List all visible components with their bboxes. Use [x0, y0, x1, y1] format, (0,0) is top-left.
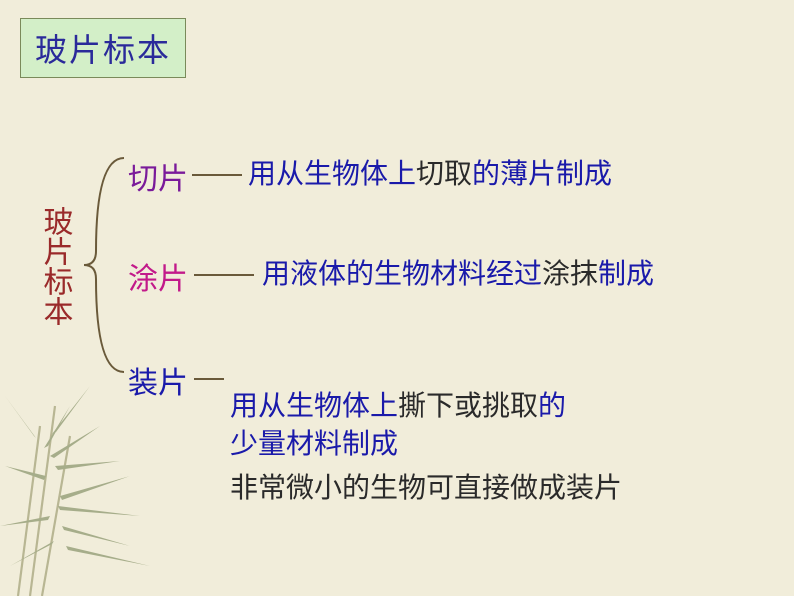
vertical-label-text: 玻片标本 — [39, 206, 72, 326]
title-text: 玻片标本 — [35, 32, 171, 68]
bracket-svg — [82, 150, 124, 380]
title-box: 玻片标本 — [20, 18, 186, 78]
desc-1: 用从生物体上切取的薄片制成 — [248, 156, 768, 194]
note: 非常微小的生物可直接做成装片 — [230, 470, 622, 508]
bamboo-decoration — [0, 366, 170, 596]
note-text: 非常微小的生物可直接做成装片 — [230, 473, 622, 504]
bracket-path — [84, 158, 124, 372]
connector-1 — [192, 174, 242, 176]
desc-2: 用液体的生物材料经过涂抹制成 — [262, 256, 782, 294]
item-label-1: 切片 — [128, 154, 188, 198]
connector-3 — [194, 378, 224, 380]
desc-fragment: 用从生物体上 — [248, 159, 416, 190]
bamboo-leaves — [0, 386, 150, 566]
item-label-2: 涂片 — [128, 254, 188, 298]
bamboo-stems — [18, 406, 70, 596]
desc-fragment: 撕下或挑取 — [398, 391, 538, 422]
desc-fragment: 制成 — [598, 259, 654, 290]
desc-fragment: 的薄片制成 — [472, 159, 612, 190]
desc-fragment: 涂抹 — [542, 259, 598, 290]
desc-fragment: 切取 — [416, 159, 472, 190]
item-label-1-text: 切片 — [128, 163, 188, 196]
desc-fragment: 用液体的生物材料经过 — [262, 259, 542, 290]
desc-3: 用从生物体上撕下或挑取的少量材料制成 — [230, 388, 590, 464]
vertical-label: 玻片标本 — [36, 206, 74, 326]
connector-2 — [194, 274, 254, 276]
item-label-2-text: 涂片 — [128, 263, 188, 296]
desc-fragment: 用从生物体上 — [230, 391, 398, 422]
